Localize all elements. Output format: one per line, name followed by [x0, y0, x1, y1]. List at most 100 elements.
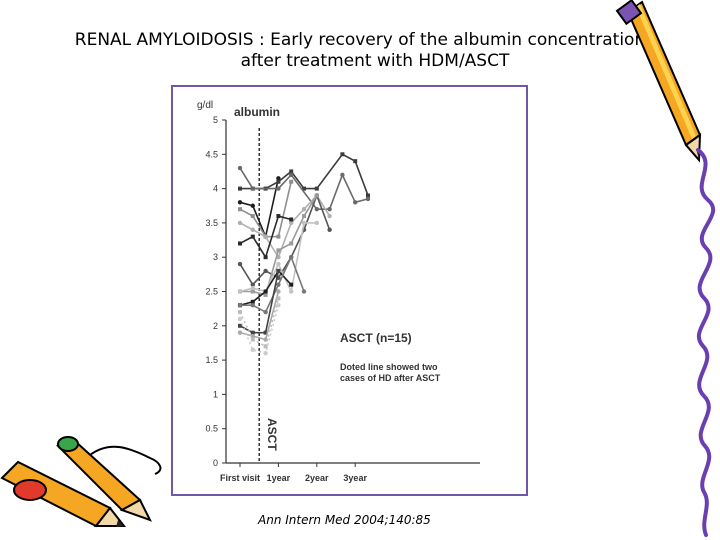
data-point	[289, 220, 294, 226]
data-point	[301, 220, 307, 226]
y-tick-label: 2.5	[205, 287, 218, 297]
data-point	[327, 206, 332, 212]
data-point	[314, 220, 319, 226]
data-point	[250, 303, 255, 308]
data-point	[250, 214, 255, 219]
data-point	[250, 186, 255, 191]
data-point	[340, 152, 345, 157]
y-tick-label: 4	[213, 184, 218, 194]
data-point	[276, 268, 281, 273]
data-point	[263, 289, 268, 294]
panel-title: albumin	[234, 105, 280, 119]
data-point	[276, 214, 281, 219]
data-point	[276, 303, 281, 308]
data-point	[314, 206, 319, 212]
data-point	[237, 316, 243, 322]
data-point	[263, 292, 268, 297]
data-point	[263, 351, 268, 356]
data-point	[250, 330, 255, 335]
y-tick-label: 1	[213, 389, 218, 399]
data-point	[289, 169, 294, 174]
y-unit-label: g/dl	[197, 100, 213, 111]
data-point	[276, 234, 281, 239]
citation: Ann Intern Med 2004;140:85	[258, 513, 431, 527]
data-point	[237, 303, 243, 308]
data-point	[353, 200, 358, 205]
series-line	[239, 178, 280, 240]
y-tick-label: 0.5	[205, 424, 218, 434]
data-point	[314, 193, 319, 198]
series-line	[239, 193, 331, 286]
y-tick-label: 3.5	[205, 218, 218, 228]
data-point	[250, 289, 255, 294]
x-tick-label: 3year	[343, 473, 367, 483]
data-point	[237, 289, 243, 294]
data-point	[237, 330, 243, 335]
title-line-1: RENAL AMYLOIDOSIS : Early recovery of th…	[74, 30, 646, 50]
pencil-bottom-left-icon	[0, 436, 162, 528]
pencil-top-right-icon	[615, 0, 702, 163]
y-tick-label: 2	[213, 321, 218, 331]
scribble-right-icon	[696, 148, 716, 537]
data-point	[263, 309, 268, 315]
data-point	[263, 255, 268, 260]
data-point	[276, 261, 281, 267]
data-point	[289, 179, 294, 184]
title-line-2: after treatment with HDM/ASCT	[240, 51, 510, 71]
data-point	[250, 299, 255, 304]
data-point	[289, 289, 294, 294]
data-point	[301, 206, 307, 212]
data-point	[365, 196, 371, 202]
data-point	[263, 268, 268, 274]
y-tick-label: 5	[213, 115, 218, 125]
data-point	[276, 186, 281, 191]
data-point	[276, 179, 281, 184]
data-point	[276, 176, 281, 181]
figure-frame	[171, 85, 528, 496]
data-point	[237, 261, 243, 267]
data-point	[250, 282, 255, 287]
data-point	[250, 227, 255, 232]
x-tick-label: First visit	[220, 473, 260, 483]
asct-label: ASCT	[265, 418, 279, 451]
data-point	[289, 282, 294, 287]
data-point	[250, 333, 255, 339]
data-point	[250, 203, 255, 208]
data-point	[276, 289, 281, 294]
data-point	[250, 285, 255, 291]
data-point	[327, 213, 332, 219]
data-point	[289, 241, 294, 246]
data-point	[353, 159, 358, 164]
data-point	[302, 186, 306, 191]
data-point	[327, 227, 332, 232]
data-point	[366, 193, 370, 198]
series-line	[239, 298, 280, 348]
data-point	[276, 282, 281, 287]
data-point	[238, 186, 242, 191]
data-point	[250, 347, 255, 353]
data-point	[238, 323, 242, 328]
annotation-note-line-1: Doted line showed two	[340, 362, 438, 372]
data-point	[289, 172, 294, 178]
data-point	[314, 186, 319, 191]
data-point	[237, 165, 243, 171]
data-point	[250, 337, 255, 342]
data-point	[263, 344, 268, 349]
data-point	[289, 255, 294, 260]
data-point	[263, 234, 268, 239]
data-point	[238, 310, 242, 315]
series-line	[239, 270, 280, 334]
data-point	[238, 241, 242, 246]
data-point	[238, 207, 242, 212]
annotation-title: ASCT (n=15)	[340, 331, 412, 345]
slide-title: RENAL AMYLOIDOSIS : Early recovery of th…	[0, 30, 720, 72]
data-point	[237, 200, 243, 205]
y-tick-label: 0	[213, 458, 218, 468]
y-tick-label: 1.5	[205, 355, 218, 365]
data-point	[301, 289, 307, 294]
x-tick-label: 1year	[267, 473, 291, 483]
data-point	[237, 220, 243, 226]
data-point	[276, 296, 281, 301]
y-tick-label: 4.5	[205, 149, 218, 159]
